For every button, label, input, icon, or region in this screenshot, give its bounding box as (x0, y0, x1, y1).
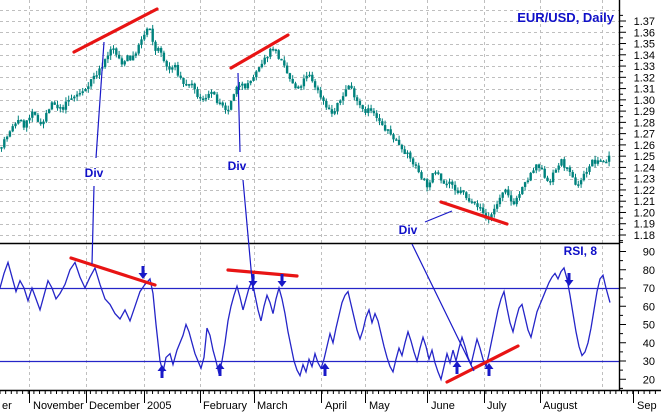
rsi-indicator-label: RSI, 8 (563, 244, 597, 258)
divergence-trendlines (69, 7, 520, 384)
down-arrow-icon (248, 274, 258, 287)
rsi-level-lines (0, 287, 619, 363)
candlesticks (0, 24, 611, 224)
panel-borders (0, 0, 661, 392)
chart-title: EUR/USD, Daily (517, 10, 614, 25)
price-tick-label: 1.28 (634, 117, 655, 129)
up-arrow-icon (484, 363, 494, 376)
up-arrow-icon (320, 363, 330, 376)
price-tick-label: 1.33 (634, 61, 655, 73)
price-tick-label: 1.22 (634, 185, 655, 197)
price-axis: 1.371.361.351.341.331.321.311.301.291.28… (619, 14, 655, 242)
price-tick-label: 1.36 (634, 27, 655, 39)
rsi-tick-label: 40 (643, 338, 655, 350)
up-arrow-icon (157, 365, 167, 378)
month-label: February (203, 400, 248, 412)
month-label: April (325, 400, 347, 412)
down-arrow-icon (564, 273, 574, 286)
price-tick-label: 1.32 (634, 72, 655, 84)
month-label: December (89, 400, 140, 412)
price-tick-label: 1.18 (634, 230, 655, 242)
gridlines (0, 0, 619, 390)
rsi-tick-label: 70 (643, 283, 655, 295)
down-arrow-icon (138, 266, 148, 279)
price-tick-label: 1.20 (634, 207, 655, 219)
month-label: August (543, 400, 577, 412)
month-label: er (2, 400, 12, 412)
month-label: May (369, 400, 390, 412)
month-label: July (487, 400, 507, 412)
month-label: 2005 (147, 400, 171, 412)
price-tick-label: 1.21 (634, 196, 655, 208)
price-tick-label: 1.23 (634, 174, 655, 186)
divergence-label-2: Div (227, 159, 247, 173)
price-tick-label: 1.34 (634, 50, 655, 62)
rsi-axis: 90 80 70 60 50 40 30 20 (619, 241, 655, 389)
price-tick-label: 1.26 (634, 140, 655, 152)
rsi-tick-label: 60 (643, 301, 655, 313)
up-arrow-icon (452, 361, 462, 374)
price-tick-label: 1.35 (634, 39, 655, 51)
price-tick-label: 1.29 (634, 106, 655, 118)
up-arrow-icon (215, 363, 225, 376)
price-tick-label: 1.25 (634, 151, 655, 163)
rsi-tick-label: 90 (643, 247, 655, 259)
month-label: March (257, 400, 288, 412)
signal-arrows (138, 266, 574, 378)
divergence-connectors (91, 41, 475, 372)
rsi-tick-label: 20 (643, 374, 655, 386)
month-label: June (431, 400, 455, 412)
price-tick-label: 1.30 (634, 95, 655, 107)
rsi-tick-label: 30 (643, 356, 655, 368)
rsi-tick-label: 80 (643, 265, 655, 277)
rsi-line (0, 260, 611, 382)
down-arrow-icon (277, 274, 287, 287)
divergence-label-3: Div (398, 223, 418, 237)
month-label: November (33, 400, 84, 412)
divergence-label-1: Div (84, 166, 104, 180)
price-tick-label: 1.27 (634, 129, 655, 141)
month-label: Sep (637, 400, 657, 412)
price-tick-label: 1.19 (634, 219, 655, 231)
time-axis: er November December 2005 February March April… (0, 390, 657, 412)
price-tick-label: 1.24 (634, 162, 655, 174)
rsi-tick-label: 50 (643, 320, 655, 332)
price-tick-label: 1.37 (634, 16, 655, 28)
price-tick-label: 1.31 (634, 84, 655, 96)
